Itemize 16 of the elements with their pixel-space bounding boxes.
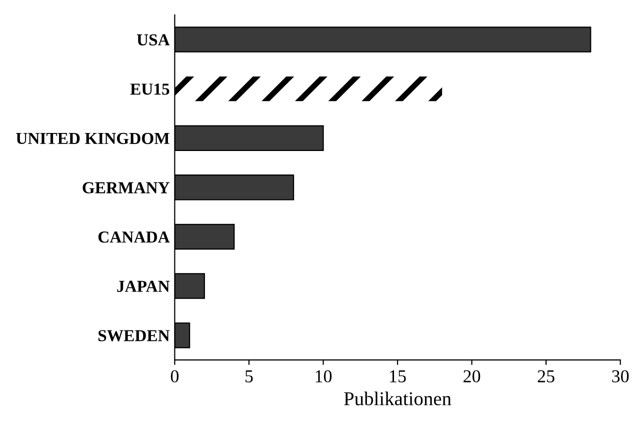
- x-tick-label: 20: [464, 370, 480, 382]
- y-tick-label: EU15: [130, 84, 170, 95]
- x-tick-label: 10: [316, 370, 332, 382]
- x-tick-label: 30: [612, 370, 629, 382]
- x-axis-title: Publikationen: [344, 392, 452, 406]
- x-tick-label: 5: [246, 370, 253, 382]
- x-tick-label: 25: [538, 370, 554, 382]
- y-tick-label: USA: [136, 34, 170, 46]
- bar: [174, 76, 442, 102]
- x-tick-label: 15: [390, 370, 406, 382]
- y-tick-label: CANADA: [98, 231, 170, 243]
- y-tick-label: JAPAN: [117, 280, 170, 292]
- y-tick-label: UNITED KINGDOM: [16, 132, 170, 144]
- y-tick-label: SWEDEN: [98, 330, 170, 342]
- y-tick-label: GERMANY: [82, 182, 170, 194]
- x-tick-label: 0: [170, 370, 179, 382]
